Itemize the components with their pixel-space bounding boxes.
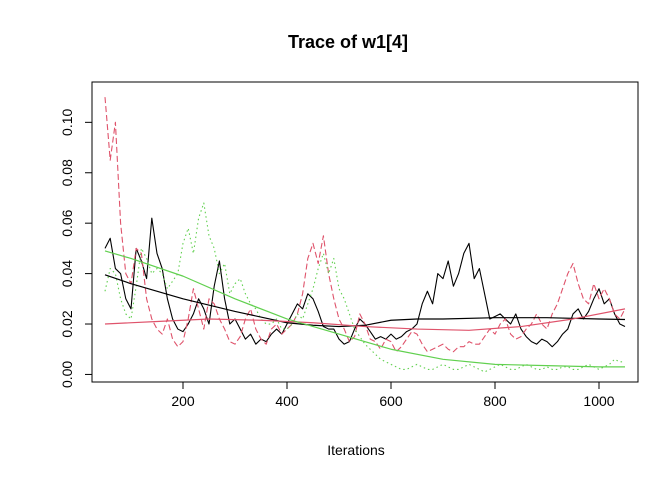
smooth-line-1	[104, 274, 626, 328]
y-tick-label: 0.00	[59, 361, 75, 388]
chart-title: Trace of w1[4]	[288, 32, 408, 52]
y-axis: 0.00 0.02 0.04 0.06 0.08 0.10	[59, 108, 93, 388]
trace-line-2	[104, 97, 626, 353]
trace-line-1	[104, 217, 626, 348]
x-tick-label: 800	[483, 393, 507, 409]
x-tick-label: 600	[379, 393, 403, 409]
plot-frame	[91, 81, 639, 383]
x-tick-label: 200	[171, 393, 195, 409]
trace-line-3	[104, 202, 625, 373]
x-axis-label: Iterations	[327, 442, 385, 458]
y-tick-label: 0.04	[59, 260, 75, 287]
series-group	[104, 97, 626, 373]
smooth-line-3	[104, 250, 625, 368]
x-tick-label: 400	[275, 393, 299, 409]
x-axis: 200 400 600 800 1000	[171, 381, 615, 409]
y-tick-label: 0.06	[59, 209, 75, 236]
x-tick-label: 1000	[583, 393, 614, 409]
y-tick-label: 0.10	[59, 108, 75, 135]
smooth-line-2	[104, 308, 626, 331]
y-tick-label: 0.08	[59, 159, 75, 186]
y-tick-label: 0.02	[59, 310, 75, 337]
